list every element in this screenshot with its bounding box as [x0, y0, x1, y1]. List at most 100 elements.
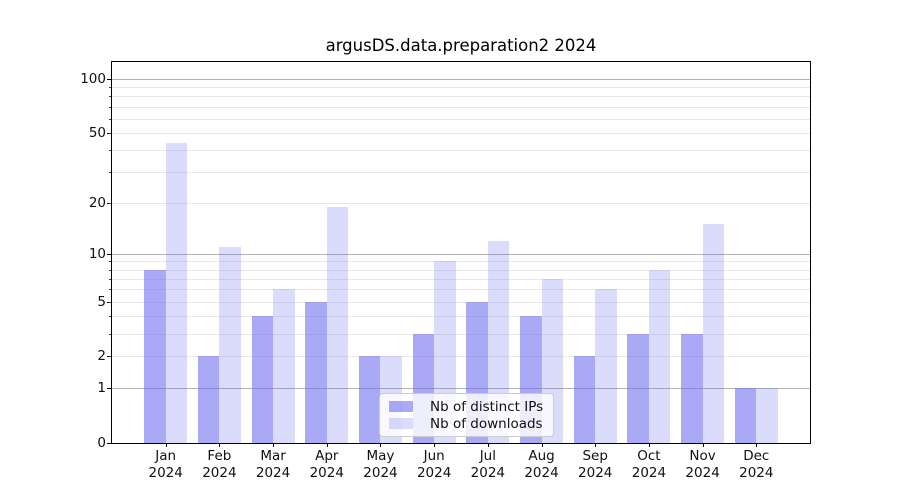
x-tick-month: Dec	[743, 448, 770, 464]
chart-legend: Nb of distinct IPs Nb of downloads	[379, 393, 555, 437]
x-tick-1	[219, 443, 221, 447]
y-minor-tick-9	[109, 261, 111, 263]
y-tick-label-2: 2	[97, 348, 106, 365]
x-tick-label-4: May 2024	[346, 448, 414, 481]
x-tick-2	[273, 443, 275, 447]
x-tick-label-1: Feb 2024	[185, 448, 253, 481]
y-minor-tick-50	[109, 132, 111, 134]
y-minor-tick-2	[109, 356, 111, 358]
x-tick-month: Sep	[582, 448, 608, 464]
bar-downloads-jul	[487, 240, 510, 443]
x-tick-year: 2024	[739, 464, 774, 481]
x-tick-month: Jun	[423, 448, 445, 464]
x-tick-3	[326, 443, 328, 447]
legend-swatch-downloads	[389, 418, 413, 429]
x-tick-label-2: Mar 2024	[239, 448, 307, 481]
x-tick-0	[165, 443, 167, 447]
y-tick-100	[107, 78, 111, 80]
bar-downloads-feb	[219, 246, 241, 443]
x-tick-year: 2024	[416, 464, 452, 481]
legend-label-distinct-ips: Nb of distinct IPs	[430, 398, 544, 415]
y-minor-tick-5	[109, 301, 111, 303]
x-tick-month: Feb	[207, 448, 232, 464]
legend-label-downloads: Nb of downloads	[430, 415, 543, 432]
x-tick-month: Jan	[155, 448, 177, 464]
minor-gridline-70	[112, 106, 810, 108]
x-tick-month: Nov	[689, 448, 716, 464]
y-minor-tick-40	[109, 149, 111, 151]
x-tick-month: Jul	[479, 448, 496, 464]
y-tick-label-20: 20	[88, 194, 106, 211]
minor-gridline-80	[112, 96, 810, 98]
minor-gridline-2	[112, 356, 810, 358]
bar-distinct-ips-may	[358, 356, 381, 443]
x-tick-label-8: Sep 2024	[561, 448, 629, 481]
x-tick-9	[648, 443, 650, 447]
legend-item-downloads: Nb of downloads	[389, 415, 543, 432]
x-tick-label-10: Nov 2024	[669, 448, 737, 481]
plot-area	[111, 61, 811, 444]
x-tick-month: Oct	[637, 448, 661, 464]
x-tick-11	[756, 443, 758, 447]
bar-downloads-nov	[702, 224, 725, 443]
bar-distinct-ips-sep	[573, 356, 596, 443]
x-tick-label-7: Aug 2024	[508, 448, 576, 481]
minor-gridline-6	[112, 289, 810, 291]
y-tick-0	[107, 443, 111, 444]
x-tick-5	[434, 443, 436, 447]
y-minor-tick-20	[109, 202, 111, 204]
bar-distinct-ips-apr	[305, 301, 327, 443]
bar-downloads-sep	[595, 289, 617, 443]
bar-downloads-dec	[756, 388, 778, 443]
x-tick-month: May	[366, 448, 395, 464]
x-tick-8	[595, 443, 597, 447]
chart-title: argusDS.data.preparation2 2024	[325, 36, 597, 55]
x-tick-year: 2024	[470, 464, 506, 481]
y-minor-tick-8	[109, 269, 111, 271]
x-tick-year: 2024	[363, 464, 398, 481]
x-tick-label-9: Oct 2024	[615, 448, 683, 481]
x-tick-label-6: Jul 2024	[454, 448, 522, 481]
minor-gridline-5	[112, 301, 810, 303]
bar-downloads-mar	[273, 289, 295, 443]
x-tick-year: 2024	[685, 464, 720, 481]
x-tick-month: Apr	[315, 448, 339, 464]
bar-distinct-ips-oct	[627, 333, 649, 443]
x-tick-label-3: Apr 2024	[293, 448, 361, 481]
major-gridline-1	[112, 388, 810, 390]
bar-downloads-oct	[648, 269, 671, 443]
y-minor-tick-3	[109, 333, 111, 335]
x-tick-year: 2024	[148, 464, 183, 481]
minor-gridline-60	[112, 118, 810, 120]
x-tick-month: Aug	[528, 448, 555, 464]
bar-distinct-ips-mar	[251, 316, 274, 443]
y-tick-label-5: 5	[97, 293, 106, 310]
minor-gridline-40	[112, 149, 810, 151]
bar-distinct-ips-dec	[734, 388, 757, 443]
x-tick-label-11: Dec 2024	[722, 448, 790, 481]
major-gridline-100	[112, 78, 810, 80]
x-tick-month: Mar	[260, 448, 286, 464]
y-tick-10	[107, 253, 111, 255]
x-tick-year: 2024	[202, 464, 237, 481]
minor-gridline-30	[112, 172, 810, 174]
x-tick-year: 2024	[309, 464, 344, 481]
y-tick-label-0: 0	[97, 435, 106, 451]
x-tick-label-0: Jan 2024	[132, 448, 200, 481]
minor-gridline-20	[112, 202, 810, 204]
bar-distinct-ips-feb	[197, 356, 220, 443]
bar-distinct-ips-nov	[681, 333, 703, 443]
y-tick-1	[107, 388, 111, 390]
x-tick-year: 2024	[578, 464, 613, 481]
y-tick-label-10: 10	[88, 245, 106, 262]
legend-item-distinct-ips: Nb of distinct IPs	[389, 398, 543, 415]
y-minor-tick-6	[109, 289, 111, 291]
y-tick-label-1: 1	[97, 380, 106, 397]
x-tick-year: 2024	[524, 464, 559, 481]
x-tick-7	[541, 443, 543, 447]
x-tick-year: 2024	[631, 464, 667, 481]
minor-gridline-90	[112, 87, 810, 89]
minor-gridline-50	[112, 132, 810, 134]
minor-gridline-3	[112, 333, 810, 335]
